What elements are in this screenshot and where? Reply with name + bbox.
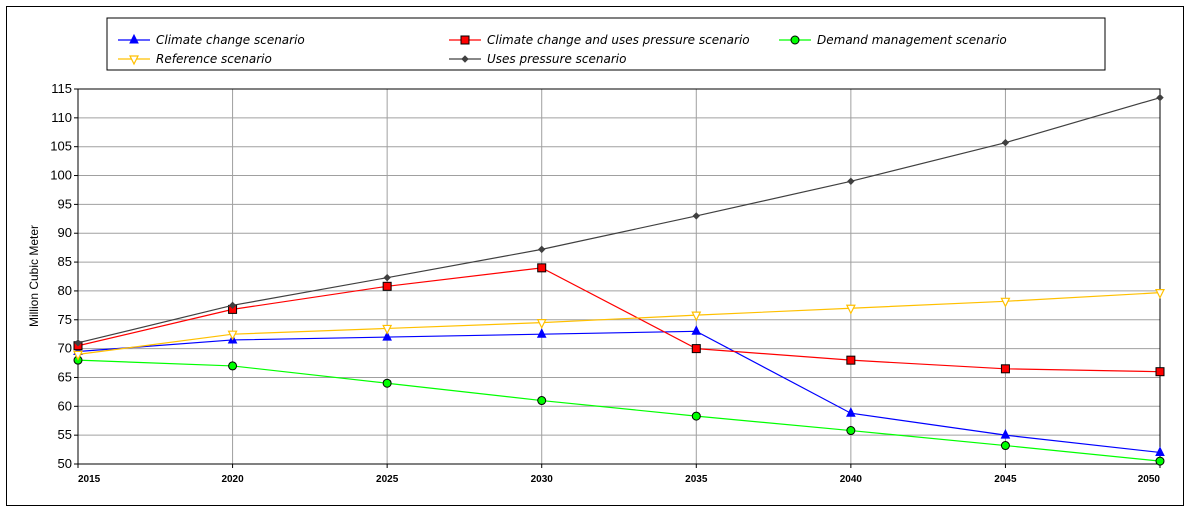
legend: Climate change scenario Climate change an… [118,33,1007,66]
y-tick-label: 85 [58,254,72,269]
data-point [790,35,800,45]
x-tick-label: 2020 [221,474,244,485]
data-point [460,35,470,45]
series-line [77,267,1161,373]
data-point [382,281,392,291]
data-point [73,350,83,361]
y-tick-label: 95 [58,196,72,211]
data-point [1001,138,1010,147]
data-point [228,301,237,310]
data-point [1000,297,1011,308]
data-point [129,33,139,44]
x-tick-label: 2045 [994,474,1017,485]
data-point [537,396,547,406]
data-point [536,328,547,338]
data-point [847,177,855,186]
series-4 [74,93,1164,347]
data-point [845,304,856,315]
data-point [74,339,82,347]
series-0 [73,325,1165,456]
data-point [382,378,392,388]
plot-area [77,88,1161,465]
y-tick-label: 80 [58,283,72,298]
legend-item: Uses pressure scenario [449,52,626,66]
data-point [1000,429,1011,439]
data-point [382,324,393,335]
y-tick-label: 105 [50,139,72,154]
y-tick-label: 75 [58,312,72,327]
data-point [1155,289,1165,299]
data-point [692,212,700,220]
legend-label: Demand management scenario [817,33,1007,47]
data-point [228,361,238,371]
x-tick-label: 2050 [1138,474,1161,485]
series-2 [73,355,1165,466]
data-point [383,273,391,282]
y-tick-label: 65 [58,369,72,384]
series-group [73,93,1165,466]
y-tick-label: 90 [58,225,72,240]
data-point [846,355,856,365]
data-point [536,319,547,329]
data-point [1156,93,1164,102]
x-tick-label: 2030 [531,474,554,485]
series-line [77,330,1161,454]
y-axis-label: Million Cubic Meter [27,225,41,327]
legend-item: Climate change scenario [118,33,305,47]
data-point [691,311,702,322]
data-point [1000,364,1010,374]
y-tick-label: 55 [58,427,72,442]
legend-label: Climate change and uses pressure scenari… [487,33,750,47]
legend-label: Uses pressure scenario [487,52,626,66]
y-tick-label: 100 [50,168,72,183]
data-point [691,325,702,335]
x-tick-label: 2015 [78,474,101,485]
data-point [691,411,701,421]
legend-item: Demand management scenario [779,33,1007,47]
data-point [461,55,469,63]
data-point [537,263,547,273]
data-point [1000,441,1010,451]
series-line [77,292,1161,355]
data-point [129,55,139,66]
x-tick-label: 2035 [685,474,708,485]
data-point [846,426,856,436]
y-tick-label: 60 [58,398,72,413]
series-line [77,359,1161,462]
series-3 [73,289,1165,361]
data-point [382,330,392,341]
legend-label: Reference scenario [156,52,272,66]
y-tick-label: 110 [51,110,72,125]
y-tick-label: 115 [51,81,72,96]
y-tick-label: 70 [58,341,72,356]
data-point [538,245,546,254]
x-tick-label: 2040 [840,474,863,485]
data-point [1155,446,1165,456]
legend-item: Climate change and uses pressure scenari… [449,33,750,47]
data-point [846,407,856,417]
legend-box [106,17,1106,71]
data-point [1155,367,1165,377]
legend-item: Reference scenario [118,52,272,66]
x-tick-label: 2025 [376,474,399,485]
x-axis: 2015 2020 2025 2030 2035 2040 2045 2050 [77,464,1161,485]
data-point [691,344,701,354]
data-point [227,330,238,341]
series-line [77,97,1161,344]
y-tick-label: 50 [58,456,72,471]
legend-label: Climate change scenario [156,33,305,47]
y-axis: 50 55 60 65 70 75 80 85 90 95 100 105 110 115 [50,81,78,471]
data-point [1155,456,1165,466]
